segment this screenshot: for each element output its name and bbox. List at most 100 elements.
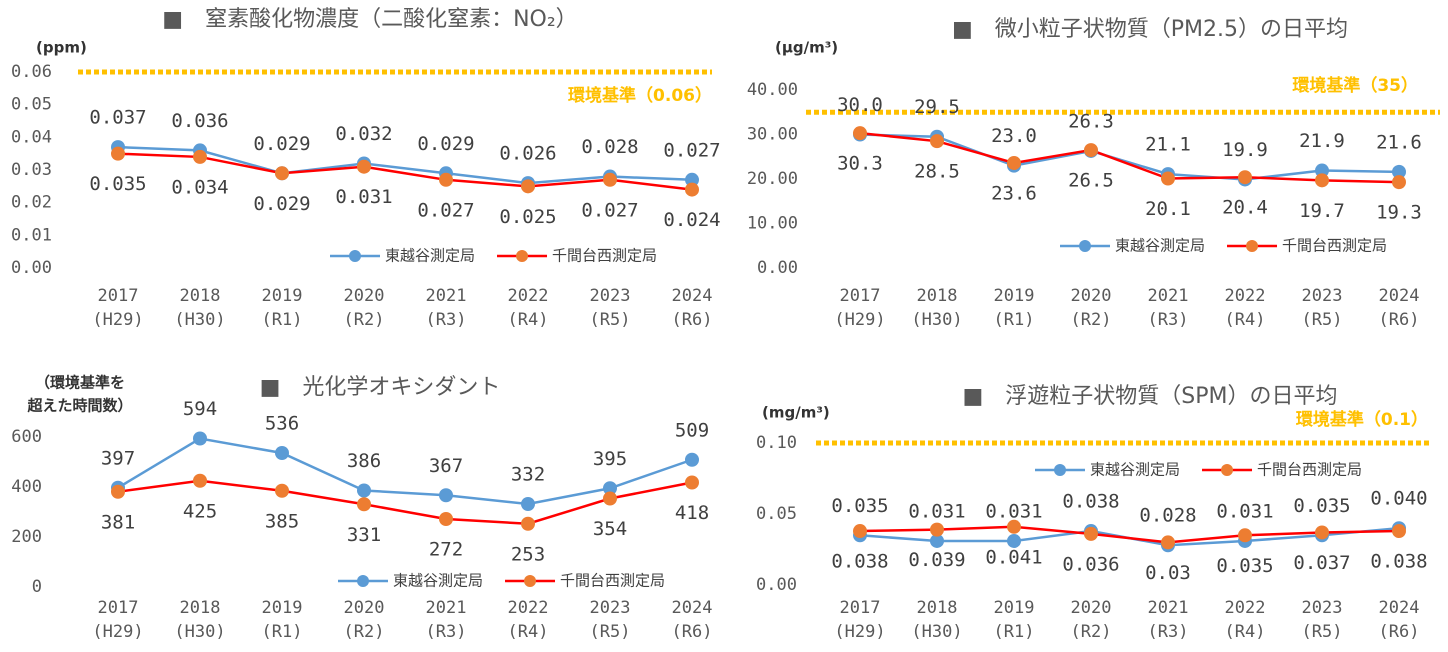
x-tick-label: 2017 (H29) (834, 286, 885, 330)
data-label: 19.9 (1222, 139, 1268, 161)
data-label: 0.027 (417, 199, 474, 221)
marker (853, 524, 867, 539)
series-line (859, 525, 1400, 544)
x-tick-label-line: (H29) (834, 622, 885, 642)
marker (1238, 528, 1252, 543)
x-tick-label: 2020 (R2) (344, 598, 385, 642)
marker (193, 473, 207, 488)
y-tick-label: 0.05 (11, 95, 52, 115)
x-tick-label-line: (H30) (174, 622, 225, 642)
marker (1084, 143, 1098, 158)
x-tick-label: 2017 (H29) (92, 598, 143, 642)
x-tick-label-line: 2019 (994, 598, 1035, 618)
x-tick-label: 2020 (R2) (1071, 286, 1112, 330)
x-tick-label-line: 2020 (1071, 598, 1112, 618)
marker (275, 166, 289, 181)
marker (193, 431, 207, 446)
data-label: 395 (593, 448, 627, 470)
x-tick-label-line: 2022 (508, 286, 549, 306)
y-tick-label: 0.06 (11, 62, 52, 82)
y-tick-label: 0.00 (11, 258, 52, 278)
x-tick-label-line: 2020 (1071, 286, 1112, 306)
marker (521, 516, 535, 531)
reference-label: 環境基準（0.06） (568, 85, 712, 106)
series-line (117, 145, 693, 185)
legend-marker (357, 575, 369, 587)
x-tick-label-line: (R6) (672, 622, 713, 642)
x-tick-label-line: (R5) (590, 622, 631, 642)
x-tick-label: 2023 (R5) (590, 286, 631, 330)
data-label: 20.1 (1145, 198, 1191, 220)
y-axis-label: (ppm) (36, 39, 87, 57)
y-axis-label: 超えた時間数） (26, 397, 132, 415)
data-label: 385 (265, 510, 299, 532)
marker (685, 452, 699, 467)
data-label: 0.027 (581, 199, 638, 221)
data-label: 253 (511, 543, 545, 565)
series-line (117, 152, 693, 191)
marker (357, 483, 371, 498)
x-tick-label: 2020 (R2) (344, 286, 385, 330)
marker (439, 512, 453, 526)
data-label: 0.024 (663, 209, 720, 231)
y-axis-label: (μg/m³) (775, 39, 838, 57)
data-label: 354 (593, 518, 627, 540)
x-tick-label-line: 2019 (262, 598, 303, 618)
y-tick-label: 30.00 (747, 125, 798, 145)
series-line (117, 437, 693, 506)
marker (603, 481, 617, 496)
x-tick-label: 2017 (H29) (92, 286, 143, 330)
data-label: 0.036 (171, 110, 228, 132)
x-tick-label-line: 2021 (1148, 598, 1189, 618)
marker (111, 484, 125, 499)
x-tick-label: 2022 (R4) (1225, 598, 1266, 642)
marker (1315, 525, 1329, 540)
x-tick-label: 2023 (R5) (1302, 598, 1343, 642)
x-tick-label-line: (R3) (1148, 622, 1189, 642)
chart-title: ■ 光化学オキシダント (260, 375, 501, 400)
data-label: 0.038 (831, 551, 888, 573)
marker (1392, 164, 1406, 179)
data-label: 30.3 (837, 153, 883, 175)
x-tick-label-line: (R3) (426, 310, 467, 330)
data-label: 0.036 (1062, 553, 1119, 575)
x-tick-label-line: (R2) (344, 622, 385, 642)
y-tick-label: 10.00 (747, 214, 798, 234)
marker (603, 491, 617, 506)
x-tick-label-line: 2022 (1225, 598, 1266, 618)
x-tick-label: 2019 (R1) (994, 286, 1035, 330)
marker (275, 446, 289, 460)
data-label: 0.035 (831, 495, 888, 517)
marker (439, 488, 453, 503)
data-label: 20.4 (1222, 197, 1268, 219)
legend-label: 千間台西測定局 (560, 572, 665, 590)
x-tick-label: 2018 (H30) (911, 286, 962, 330)
data-label: 0.031 (1216, 500, 1273, 522)
legend-marker (516, 250, 529, 262)
x-tick-label-line: (R1) (262, 622, 303, 642)
x-tick-label-line: 2021 (1148, 286, 1189, 306)
x-tick-label-line: 2024 (672, 598, 713, 618)
data-label: 21.6 (1376, 131, 1422, 153)
x-tick-label-line: (R2) (1071, 310, 1112, 330)
data-label: 0.039 (908, 549, 965, 571)
x-tick-label: 2022 (R4) (1225, 286, 1266, 330)
data-label: 594 (183, 398, 217, 420)
marker (193, 149, 207, 164)
x-tick-label-line: 2024 (672, 286, 713, 306)
x-tick-label-line: (R5) (1302, 310, 1343, 330)
legend-label: 東越谷測定局 (385, 247, 475, 265)
data-label: 0.029 (253, 133, 310, 155)
data-label: 397 (101, 447, 135, 469)
data-label: 0.03 (1145, 562, 1191, 584)
data-label: 0.027 (663, 139, 720, 161)
series-line (859, 131, 1400, 184)
legend-marker (349, 250, 361, 262)
x-tick-label-line: (R6) (1379, 310, 1420, 330)
data-label: 26.3 (1068, 110, 1114, 132)
x-tick-label-line: 2023 (1302, 286, 1343, 306)
x-tick-label-line: 2022 (508, 598, 549, 618)
legend-label: 東越谷測定局 (1090, 461, 1180, 479)
data-label: 0.029 (417, 133, 474, 155)
x-tick-label: 2023 (R5) (590, 598, 631, 642)
